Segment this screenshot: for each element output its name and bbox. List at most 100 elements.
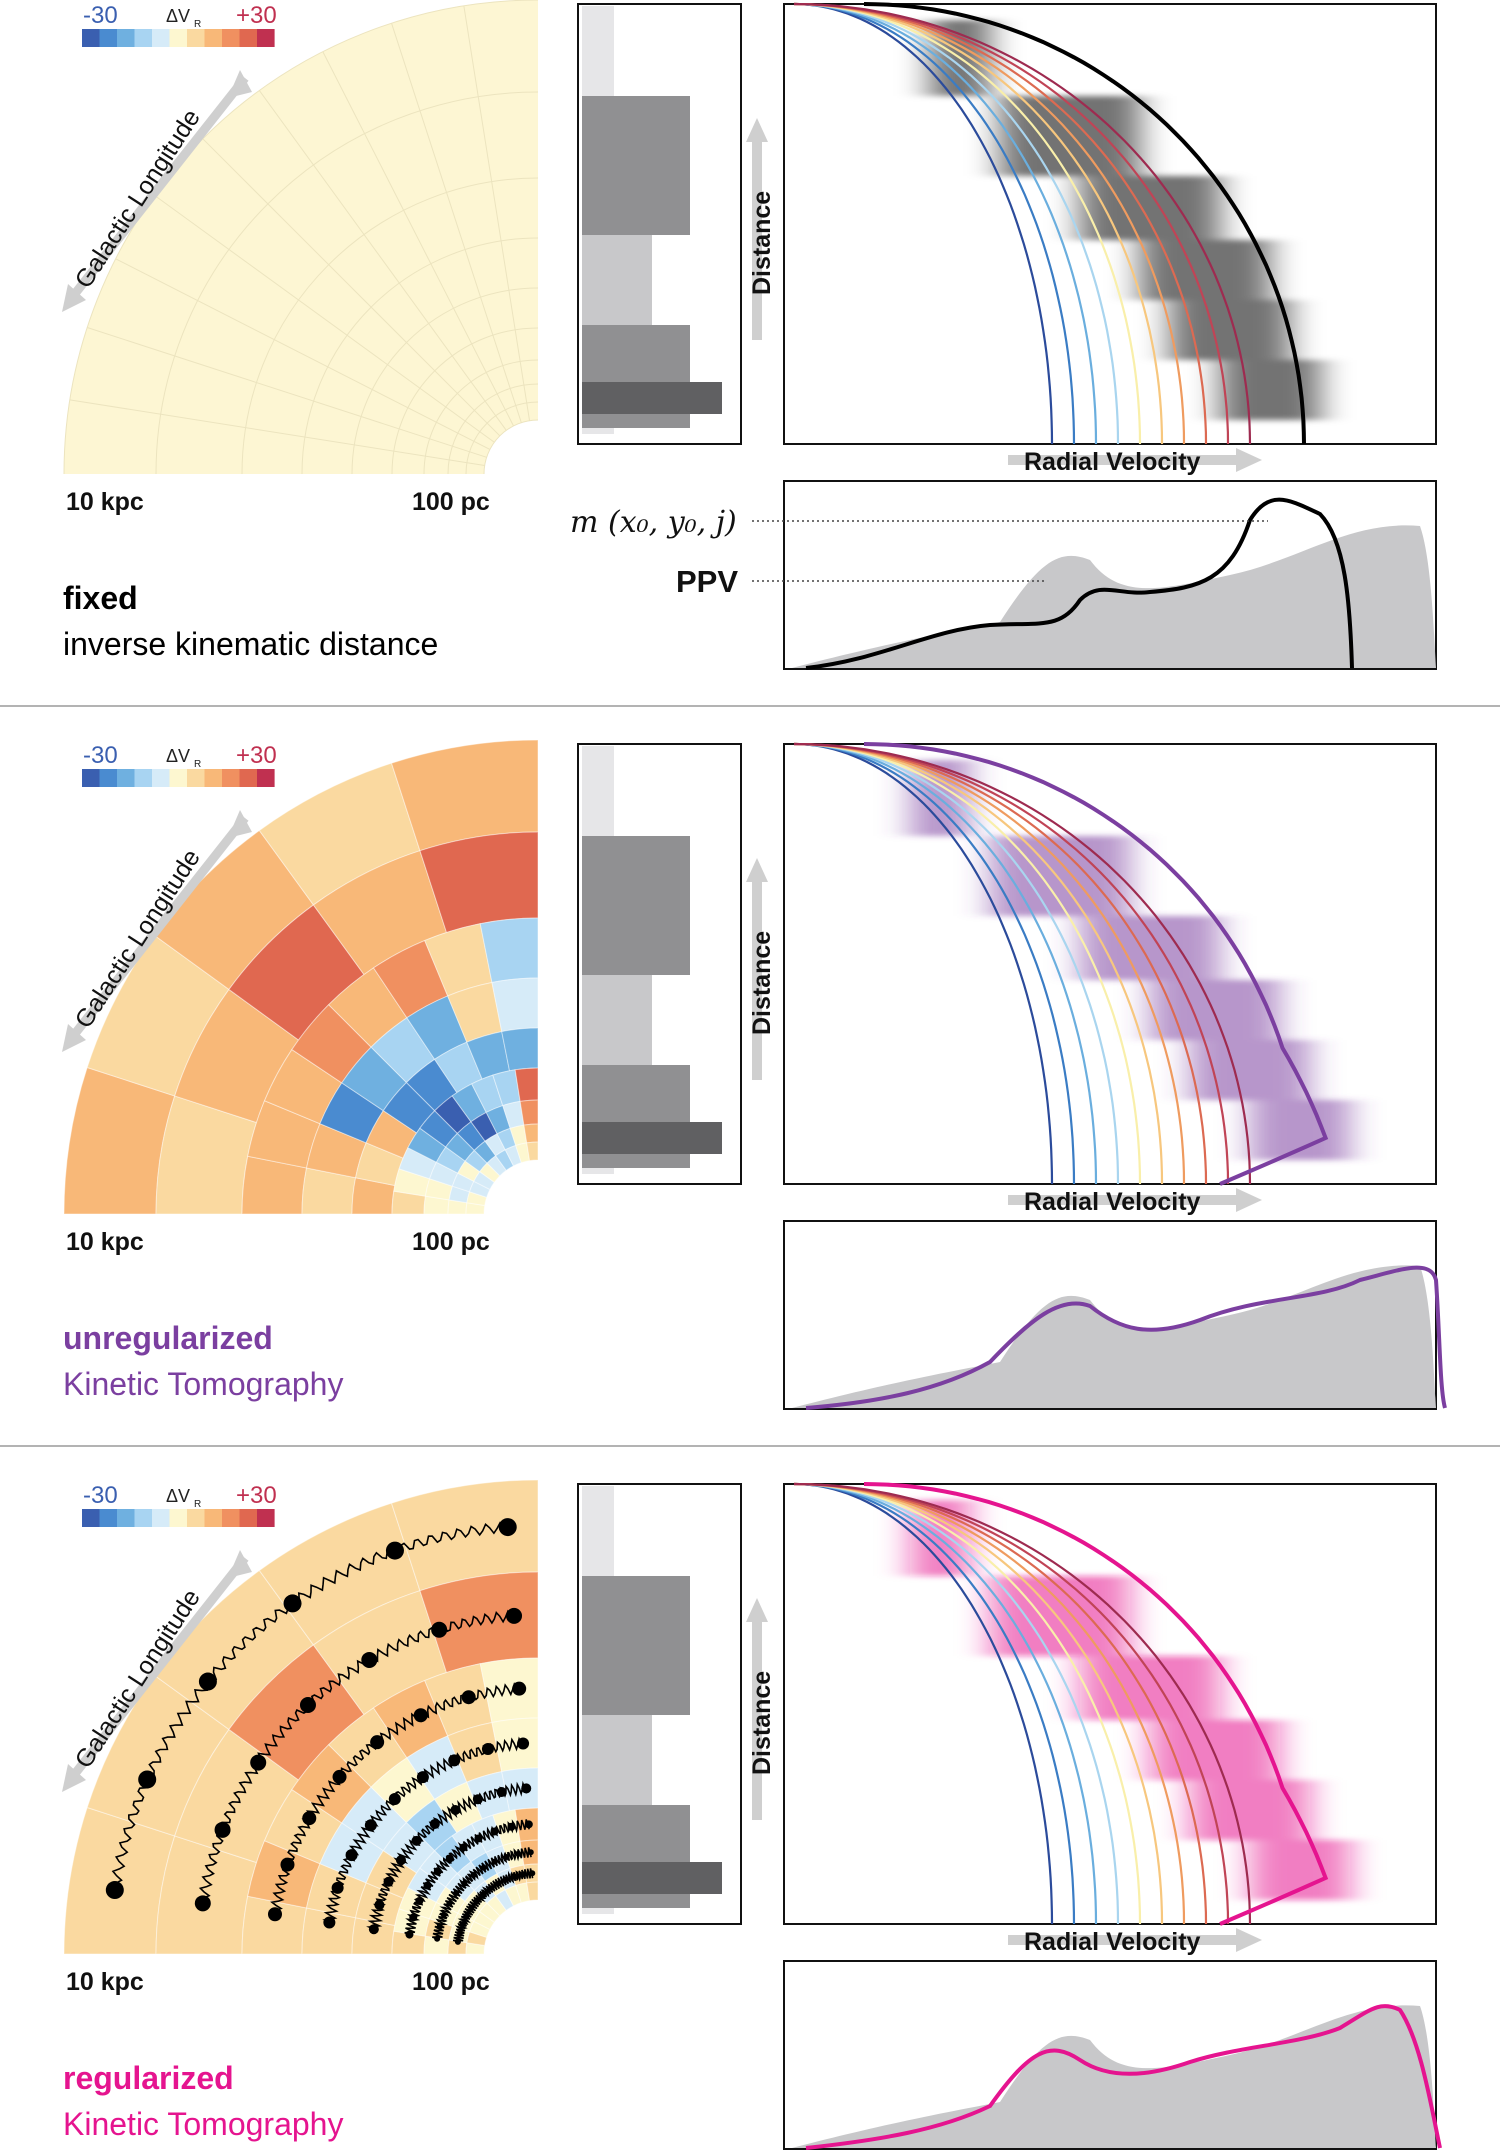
histogram-bar bbox=[582, 975, 652, 1065]
spring-bead bbox=[413, 1708, 428, 1723]
spring-bead bbox=[490, 1827, 499, 1836]
map-cell bbox=[504, 1144, 522, 1167]
histogram-bar bbox=[582, 1154, 690, 1168]
rotation-curve bbox=[793, 742, 1252, 1185]
spring-bead bbox=[481, 1743, 494, 1756]
color-scale-swatch bbox=[187, 1509, 205, 1527]
distance-axis-arrow bbox=[752, 1620, 762, 1820]
map-cell bbox=[486, 1895, 507, 1917]
spring-bead bbox=[331, 1881, 344, 1894]
color-scale-swatch bbox=[99, 1509, 118, 1527]
rotation-curve bbox=[793, 742, 1120, 1185]
spring-bead bbox=[431, 1621, 448, 1638]
map-cell bbox=[465, 1942, 486, 1955]
distance-histogram bbox=[577, 3, 742, 445]
emission-blobs bbox=[910, 760, 1350, 1160]
rotation-curve bbox=[793, 2, 1186, 445]
longitude-arrow bbox=[66, 1555, 249, 1783]
spring-bead bbox=[474, 1834, 483, 1843]
rotation-curve bbox=[793, 1482, 1252, 1925]
rotation-curve bbox=[793, 742, 1098, 1185]
spring-bead bbox=[461, 1880, 468, 1887]
spring-bead bbox=[332, 1769, 347, 1784]
spring-bead bbox=[368, 1924, 379, 1935]
distance-far-label: 10 kpc bbox=[66, 1968, 144, 1996]
spring-bead bbox=[515, 1850, 522, 1857]
color-scale: -30 ΔV R +30 bbox=[82, 2, 277, 47]
rotation-curve bbox=[793, 742, 1164, 1185]
model-spectrum-label: m (x₀, y₀, j) bbox=[570, 505, 737, 540]
spring-bead bbox=[491, 1858, 498, 1865]
model-spectrum-curve bbox=[805, 497, 1354, 670]
spring-bead bbox=[520, 1871, 527, 1878]
scale-min-label: -30 bbox=[83, 2, 118, 29]
rotation-curve bbox=[793, 742, 1142, 1185]
color-scale-swatch bbox=[134, 29, 153, 47]
ppv-spectrum-fill bbox=[792, 2005, 1436, 2148]
rotation-curve bbox=[793, 742, 1186, 1185]
color-scale: -30 ΔV R +30 bbox=[82, 1482, 277, 1527]
best-fit-curve bbox=[863, 742, 1329, 1186]
distance-axis-arrow-head bbox=[746, 118, 768, 142]
color-scale-swatch bbox=[82, 769, 100, 787]
spring-bead bbox=[429, 1818, 440, 1829]
distance-axis-label: Distance bbox=[748, 1671, 776, 1775]
distance-near-label: 100 pc bbox=[412, 1228, 490, 1256]
scale-mid-label: ΔV bbox=[166, 746, 190, 766]
spring-bead bbox=[383, 1876, 394, 1887]
histogram-bar bbox=[582, 1576, 690, 1715]
spring-bead bbox=[194, 1895, 211, 1912]
best-fit-curve bbox=[863, 1482, 1329, 1926]
color-scale-swatch bbox=[222, 1509, 240, 1527]
color-scale-swatch bbox=[99, 29, 118, 47]
histogram-bar bbox=[582, 1065, 690, 1122]
spring-bead bbox=[198, 1672, 217, 1691]
color-scale-swatch bbox=[117, 29, 135, 47]
model-spectrum-curve bbox=[805, 1265, 1447, 1410]
color-scale-swatch bbox=[117, 769, 135, 787]
spring-bead bbox=[405, 1930, 414, 1939]
rotation-curve bbox=[793, 2, 1208, 445]
histogram-bar bbox=[582, 746, 612, 836]
spring-bead bbox=[511, 1873, 518, 1880]
rotation-curve bbox=[793, 742, 1208, 1185]
color-scale-swatch bbox=[82, 1509, 100, 1527]
map-grid-spoke bbox=[202, 138, 501, 437]
distance-far-label: 10 kpc bbox=[66, 488, 144, 516]
color-scale-swatch bbox=[257, 1509, 275, 1527]
spring-bead bbox=[468, 1905, 475, 1912]
rotation-curve bbox=[793, 2, 1098, 445]
map-cell bbox=[523, 1123, 539, 1144]
color-scale: -30 ΔV R +30 bbox=[82, 742, 277, 787]
color-scale-swatch bbox=[152, 769, 170, 787]
map-grid-spoke bbox=[463, 5, 531, 421]
spring-bead bbox=[138, 1770, 157, 1789]
histogram-bar bbox=[582, 1486, 612, 1576]
distance-near-label: 100 pc bbox=[412, 488, 490, 516]
color-scale-swatch bbox=[134, 1509, 153, 1527]
map-cell bbox=[494, 1149, 515, 1172]
spring-bead bbox=[480, 1864, 487, 1871]
map-cell bbox=[465, 1202, 486, 1215]
velocity-axis-arrow-head bbox=[1236, 448, 1262, 472]
color-scale-swatch bbox=[239, 769, 258, 787]
emission-blob bbox=[1190, 1040, 1310, 1100]
longitude-arrow-tail bbox=[62, 1764, 86, 1792]
spring-bead bbox=[446, 1900, 453, 1907]
rotation-curve bbox=[793, 1482, 1208, 1925]
scale-min-label: -30 bbox=[83, 1482, 118, 1509]
emission-blob bbox=[1000, 96, 1140, 176]
spring-bead bbox=[267, 1907, 282, 1922]
color-scale-swatch bbox=[204, 29, 223, 47]
galactic-map bbox=[63, 0, 539, 475]
scale-max-label: +30 bbox=[236, 2, 277, 29]
spring-bead bbox=[364, 1819, 377, 1832]
spring-bead bbox=[250, 1754, 267, 1771]
map-cell bbox=[494, 1889, 515, 1912]
color-scale-swatch bbox=[169, 29, 188, 47]
color-scale-swatch bbox=[134, 769, 153, 787]
velocity-axis-label: Radial Velocity bbox=[1024, 1928, 1201, 1956]
map-grid-spoke bbox=[154, 194, 495, 443]
spring-bead bbox=[450, 1805, 461, 1816]
